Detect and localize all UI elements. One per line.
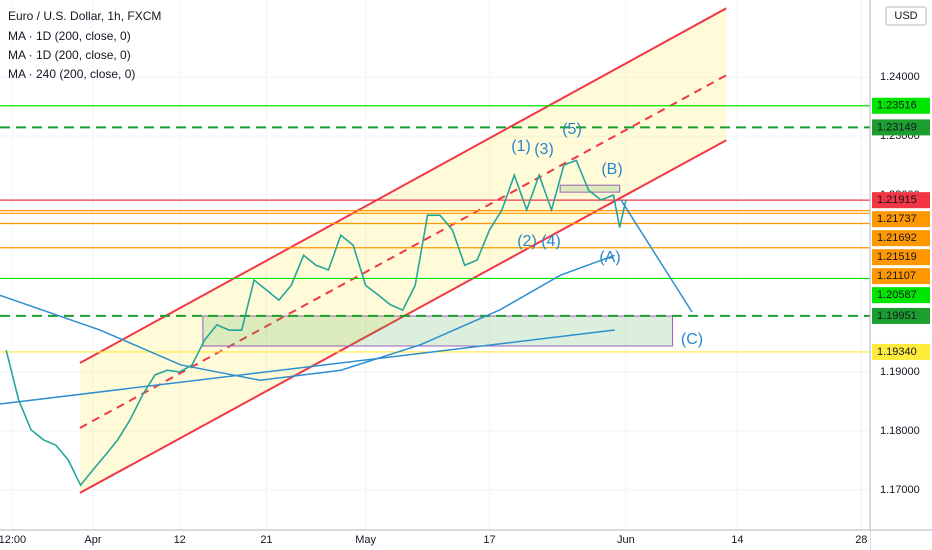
- projection-line: [620, 199, 693, 313]
- x-tick-label: 12: [174, 534, 186, 546]
- y-tick-label: 1.17000: [880, 484, 920, 496]
- zone-box: [202, 315, 674, 347]
- y-tick-label: 1.24000: [880, 71, 920, 83]
- wave-label: (B): [601, 161, 622, 178]
- price-label-bg: [872, 343, 930, 360]
- legend-entry: MA · 1D (200, close, 0): [8, 48, 131, 62]
- currency-label: USD: [894, 10, 917, 22]
- x-tick-label: May: [355, 534, 376, 546]
- price-label-bg: [872, 119, 930, 136]
- price-label: 1.19951: [877, 310, 917, 322]
- price-label: 1.21107: [877, 270, 916, 282]
- x-tick-label: 17: [483, 534, 495, 546]
- price-label: 1.23149: [877, 121, 917, 133]
- wave-label: (5): [562, 121, 582, 138]
- price-line: [5, 159, 627, 487]
- wave-label: (4): [541, 233, 561, 250]
- x-tick-label: Apr: [84, 534, 101, 546]
- wave-label: (2): [517, 233, 537, 250]
- y-tick-label: 1.19000: [880, 366, 920, 378]
- wave-label: (3): [534, 141, 554, 158]
- plot-area: [0, 0, 870, 530]
- wave-label: (A): [599, 249, 620, 266]
- legend-entry: MA · 1D (200, close, 0): [8, 29, 131, 43]
- axes: 1.170001.180001.190001.220001.230001.240…: [0, 71, 930, 546]
- price-label: 1.21737: [877, 213, 917, 225]
- price-label-bg: [872, 211, 930, 228]
- y-tick-label: 1.18000: [880, 425, 920, 437]
- price-label-bg: [872, 230, 930, 247]
- channel-middle: [79, 74, 727, 429]
- wave-label: (C): [681, 331, 703, 348]
- channel-upper: [79, 7, 727, 364]
- price-label-bg: [872, 192, 930, 209]
- x-tick-label: 12:00: [0, 534, 26, 546]
- moving-average: [0, 329, 615, 405]
- price-label-bg: [872, 268, 930, 285]
- legend-entry: MA · 240 (200, close, 0): [8, 67, 135, 81]
- x-tick-label: 28: [855, 534, 867, 546]
- price-label: 1.21915: [877, 194, 917, 206]
- price-label: 1.21519: [877, 251, 917, 263]
- price-label-bg: [872, 249, 930, 266]
- time-axis: [0, 530, 870, 550]
- price-label-bg: [872, 307, 930, 324]
- moving-average: [0, 254, 615, 382]
- price-label: 1.20587: [877, 289, 917, 301]
- wave-label: (1): [511, 138, 531, 155]
- currency-button[interactable]: [885, 6, 927, 26]
- chart-title: Euro / U.S. Dollar, 1h, FXCM: [8, 9, 161, 23]
- price-label: 1.23516: [877, 100, 917, 112]
- price-label: 1.19340: [877, 346, 917, 358]
- x-tick-label: 21: [260, 534, 272, 546]
- price-label-bg: [872, 97, 930, 114]
- x-tick-label: Jun: [617, 534, 635, 546]
- x-tick-label: 14: [731, 534, 743, 546]
- price-label-bg: [872, 287, 930, 304]
- price-label: 1.21692: [877, 232, 917, 244]
